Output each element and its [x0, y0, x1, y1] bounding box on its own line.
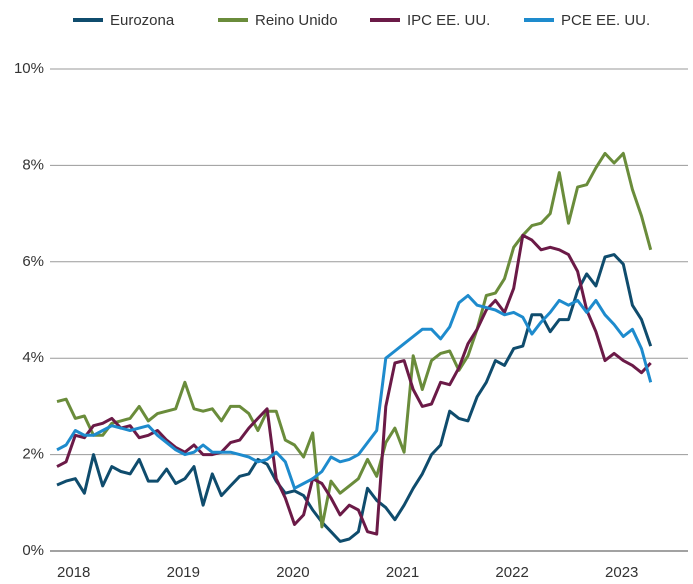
- series-line: [56, 233, 652, 536]
- y-tick-label: 8%: [22, 156, 44, 173]
- series-line: [56, 294, 653, 490]
- x-tick-label: 2018: [57, 564, 90, 581]
- legend-label: PCE EE. UU.: [561, 12, 650, 29]
- y-tick-label: 6%: [22, 253, 44, 270]
- legend-label: Reino Unido: [255, 12, 338, 29]
- y-tick-label: 10%: [14, 60, 44, 77]
- y-tick-label: 4%: [22, 349, 44, 366]
- series-line: [56, 151, 653, 529]
- x-tick-label: 2021: [386, 564, 419, 581]
- legend-label: IPC EE. UU.: [407, 12, 490, 29]
- x-tick-label: 2020: [276, 564, 309, 581]
- x-tick-label: 2023: [605, 564, 638, 581]
- y-tick-label: 2%: [22, 446, 44, 463]
- series-line: [56, 253, 653, 543]
- y-tick-label: 0%: [22, 542, 44, 559]
- legend-label: Eurozona: [110, 12, 175, 29]
- x-tick-label: 2022: [495, 564, 528, 581]
- x-tick-label: 2019: [167, 564, 200, 581]
